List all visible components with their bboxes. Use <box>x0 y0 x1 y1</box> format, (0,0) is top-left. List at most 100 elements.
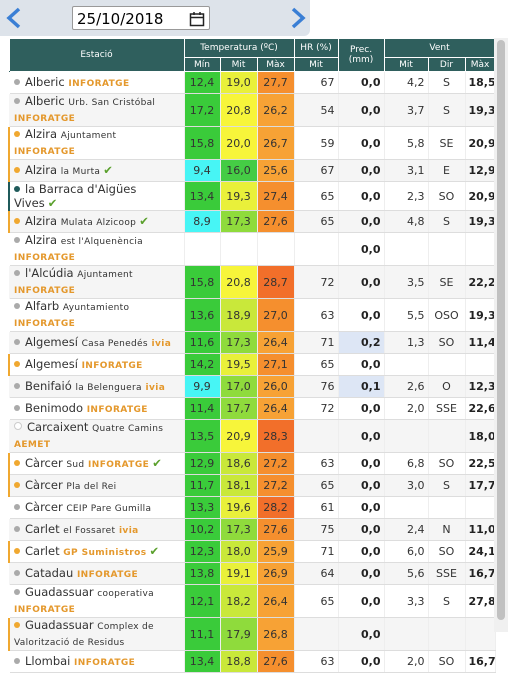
value-cell <box>184 232 221 266</box>
value-cell: 71 <box>294 331 339 354</box>
value-cell: 2,4 <box>384 518 429 541</box>
value-cell: 18,0 <box>465 419 496 453</box>
value-cell: 12,3 <box>465 375 496 398</box>
value-cell <box>465 496 496 519</box>
value-cell: 61 <box>294 496 339 519</box>
value-cell: 2,6 <box>384 375 429 398</box>
station-name: Alzira <box>25 162 58 177</box>
value-cell: 0,0 <box>338 159 385 182</box>
station-name: Guadassuar <box>25 618 94 632</box>
value-cell: 67 <box>294 71 339 94</box>
value-cell: 63 <box>294 452 339 475</box>
value-cell: 5,8 <box>384 126 429 160</box>
value-cell: 65 <box>294 474 339 497</box>
station-brand: INFORATGE <box>14 319 76 329</box>
status-dot <box>14 217 20 224</box>
value-cell: 27,1 <box>257 353 295 376</box>
value-cell: 75 <box>294 518 339 541</box>
value-cell: 13,4 <box>184 181 221 211</box>
value-cell: 0,0 <box>338 650 385 673</box>
station-row: Guadassuar Complex de Valorització de Re… <box>8 617 496 651</box>
station-name: Carcaixent <box>27 420 89 434</box>
wind-header: Vent <box>383 38 496 58</box>
station-cell: Alzira Ajuntament INFORATGE <box>8 126 185 160</box>
value-cell: 13,8 <box>184 562 221 585</box>
station-brand: INFORATGE <box>14 147 76 157</box>
value-cell: O <box>428 375 466 398</box>
station-row: Carlet GP Suministros ✔ 12,3 18,0 25,9 71 0,0 6… <box>8 540 496 563</box>
value-cell: 0,0 <box>338 562 385 585</box>
station-brand: INFORATGE <box>14 253 76 263</box>
value-cell: 3,7 <box>384 93 429 127</box>
station-cell: Alzira est l'Alquenència INFORATGE <box>9 232 185 266</box>
value-cell <box>465 617 496 651</box>
value-cell: 18,2 <box>220 584 258 618</box>
value-cell: N <box>428 518 466 541</box>
value-cell: 27,6 <box>257 210 295 233</box>
station-cell: Catadau INFORATGE <box>9 562 185 585</box>
station-row: Alzira est l'Alquenència INFORATGE 0,0 <box>9 232 496 266</box>
value-cell <box>384 496 429 519</box>
value-cell: 0,0 <box>338 518 385 541</box>
value-cell: 13,5 <box>184 419 221 453</box>
value-cell: 19,3 <box>465 210 496 233</box>
value-cell: 11,6 <box>184 331 221 354</box>
value-cell: 0,0 <box>338 617 385 651</box>
value-cell: 28,2 <box>257 496 295 519</box>
prev-day[interactable] <box>4 6 24 30</box>
status-dot <box>14 459 20 466</box>
scroll-thumb[interactable] <box>497 40 505 620</box>
value-cell: S <box>428 474 466 497</box>
date-input[interactable]: 25/10/2018 <box>72 6 210 30</box>
station-row: Benimodo INFORATGE 11,4 17,7 26,4 72 0,0 2,0 SS… <box>9 397 496 420</box>
value-cell: 27,2 <box>257 452 295 475</box>
scrollbar[interactable] <box>494 38 508 632</box>
value-cell: 3,3 <box>384 584 429 618</box>
value-cell <box>428 353 466 376</box>
value-cell: 15,8 <box>184 126 221 160</box>
value-cell: 11,0 <box>465 518 496 541</box>
station-brand: GP Suministros <box>63 547 147 558</box>
value-cell: 22,2 <box>465 265 496 299</box>
station-name: Càrcer <box>25 477 63 492</box>
value-cell: 20,8 <box>220 93 258 127</box>
station-row: Alzira Ajuntament INFORATGE 15,8 20,0 26,7 5… <box>8 126 496 160</box>
value-cell: 0,0 <box>338 474 385 497</box>
value-cell: 4,8 <box>384 210 429 233</box>
station-brand: ivia <box>118 525 139 536</box>
value-cell <box>384 353 429 376</box>
value-cell: 3,5 <box>384 265 429 299</box>
station-brand: INFORATGE <box>14 605 76 615</box>
calendar-icon[interactable] <box>189 11 205 27</box>
sub-header: Mit <box>383 57 429 72</box>
status-dot <box>14 547 20 554</box>
humidity-header: HR (%) <box>293 38 339 58</box>
station-cell: Benifaió la Belenguera ivia <box>9 375 185 398</box>
station-name: Benimodo <box>25 400 84 415</box>
value-cell: E <box>428 159 466 182</box>
verified-check: ✔ <box>152 455 162 470</box>
next-day[interactable] <box>288 6 308 30</box>
value-cell: 14,2 <box>184 353 221 376</box>
station-row: Benifaió la Belenguera ivia 9,9 17,0 26,0 76… <box>9 375 496 398</box>
value-cell: S <box>428 210 466 233</box>
value-cell: SO <box>428 181 466 211</box>
value-cell: SE <box>428 265 466 299</box>
value-cell: 27,6 <box>257 650 295 673</box>
station-row: Algemesí INFORATGE 14,2 19,5 27,1 65 0,0 <box>8 353 496 376</box>
value-cell: 26,2 <box>257 93 295 127</box>
station-row: Alfarb Ayuntamiento INFORATGE 13,6 18,9 27,… <box>9 298 496 332</box>
verified-check: ✔ <box>103 162 113 177</box>
station-name: Benifaió <box>25 378 72 393</box>
station-row: Catadau INFORATGE 13,8 19,1 26,9 64 0,0 5,6 SSE… <box>9 562 496 585</box>
station-row: Càrcer CEIP Pare Gumilla 13,3 19,6 28,2 61 0,… <box>9 496 496 519</box>
value-cell: 18,1 <box>220 474 258 497</box>
station-row: Càrcer Pla del Rei 11,7 18,1 27,2 65 0,0 3,0 S 1… <box>8 474 496 497</box>
station-name: la Barraca d'Aigües Vives <box>14 182 137 210</box>
station-detail: Ayuntamiento <box>62 303 130 313</box>
status-dot <box>14 622 20 628</box>
value-cell: SE <box>428 126 466 160</box>
value-cell: 27,7 <box>257 71 295 94</box>
value-cell: 0,0 <box>338 126 385 160</box>
value-cell: SO <box>428 331 466 354</box>
